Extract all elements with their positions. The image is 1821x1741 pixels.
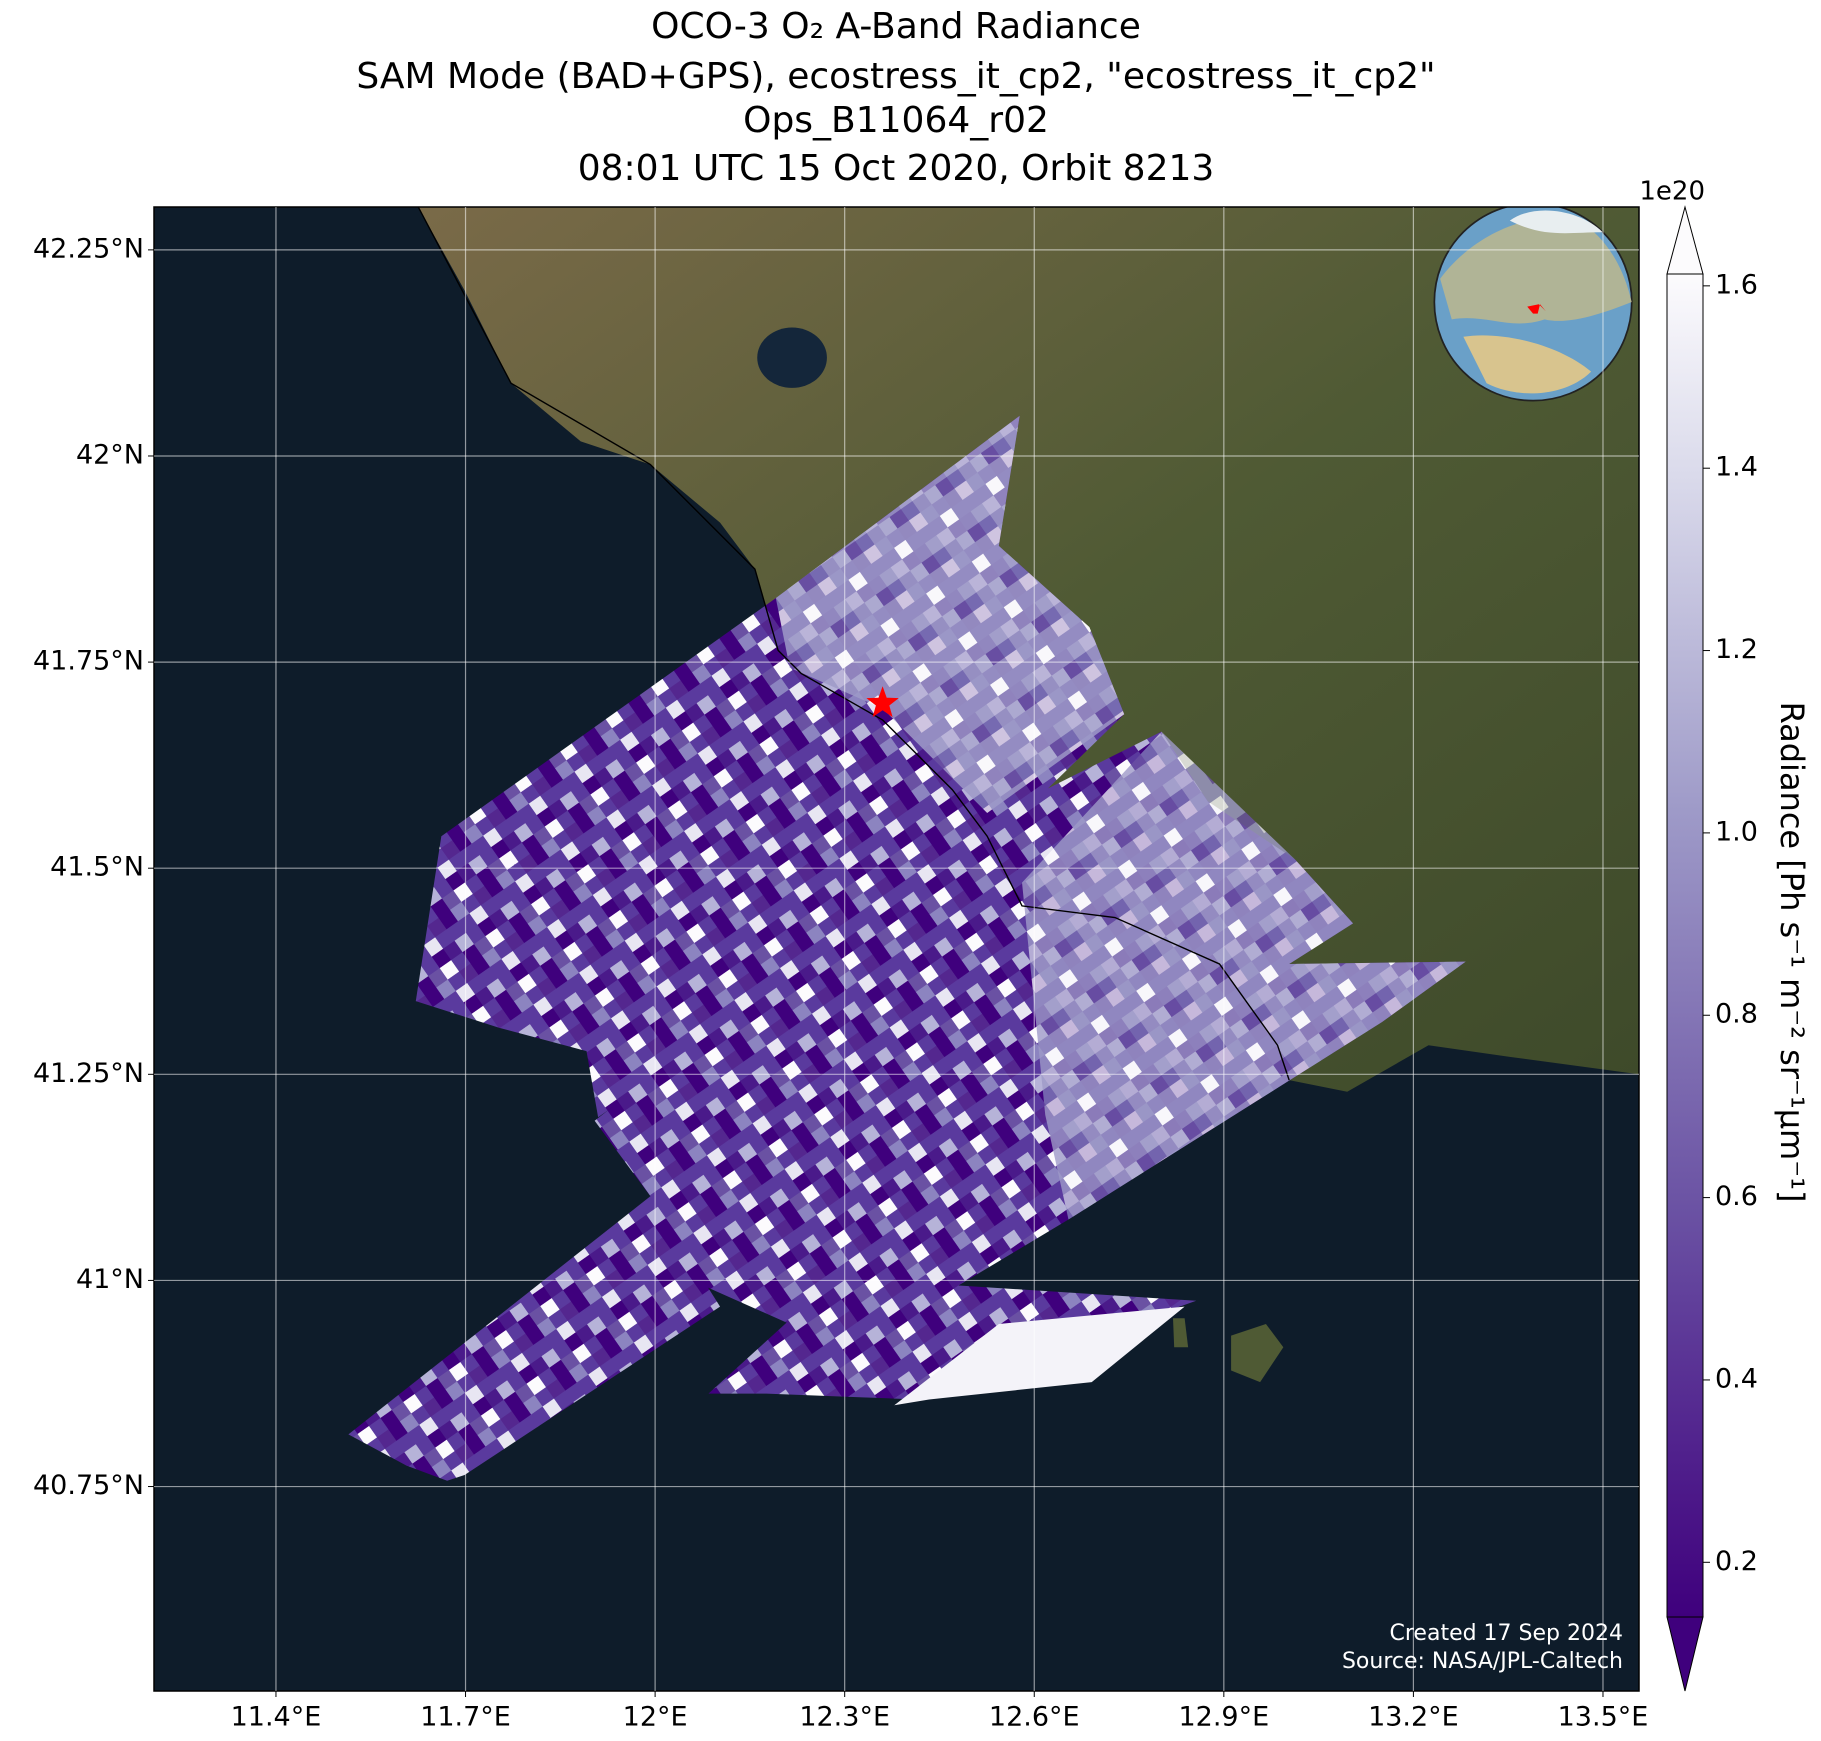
x-tick-label: 11.7°E — [420, 1702, 511, 1733]
map-area — [154, 207, 1639, 1691]
colorbar-offset: 1e20 — [1639, 177, 1705, 207]
swath — [894, 1306, 1185, 1406]
x-tick-label: 12.9°E — [1178, 1702, 1269, 1733]
chart-subtitle: Ops_B11064_r02 — [743, 100, 1049, 141]
colorbar-tick-label: 1.4 — [1715, 452, 1758, 483]
colorbar-tick-label: 1.2 — [1715, 634, 1758, 665]
x-tick-label: 13.2°E — [1368, 1702, 1459, 1733]
lake — [757, 327, 827, 388]
chart-subtitle: 08:01 UTC 15 Oct 2020, Orbit 8213 — [578, 148, 1215, 189]
colorbar-tick-label: 1.6 — [1715, 269, 1758, 300]
y-tick-label: 41.5°N — [50, 852, 144, 883]
x-tick-label: 12.6°E — [989, 1702, 1080, 1733]
x-tick-label: 12.3°E — [799, 1702, 890, 1733]
y-tick-label: 42.25°N — [33, 233, 144, 264]
swath — [775, 415, 1125, 813]
colorbar-tick-label: 0.4 — [1715, 1363, 1758, 1394]
y-tick-label: 41.25°N — [33, 1058, 144, 1089]
colorbar-label: Radiance [Ph s⁻¹ m⁻² sr⁻¹µm⁻¹] — [1773, 702, 1811, 1203]
swath — [348, 1196, 721, 1481]
colorbar-tick-label: 1.0 — [1715, 816, 1758, 847]
island — [1173, 1318, 1189, 1348]
chart-title: OCO-3 O₂ A-Band Radiance — [651, 6, 1141, 47]
coastline — [417, 207, 1290, 1081]
x-tick-label: 12°E — [623, 1702, 688, 1733]
y-tick-label: 40.75°N — [33, 1470, 144, 1501]
y-tick-label: 41°N — [76, 1264, 144, 1295]
grid — [154, 207, 1639, 1691]
colorbar — [1666, 273, 1704, 1618]
colorbar-extend-max — [1666, 205, 1704, 275]
annotation: Created 17 Sep 2024 — [1390, 1621, 1624, 1646]
colorbar-extend-min — [1666, 1616, 1704, 1692]
chart-subtitle: SAM Mode (BAD+GPS), ecostress_it_cp2, "e… — [356, 56, 1435, 97]
y-tick-label: 41.75°N — [33, 646, 144, 677]
globe-inset — [1433, 207, 1633, 402]
basemap — [154, 207, 1639, 1691]
y-tick-label: 42°N — [76, 439, 144, 470]
swath — [708, 1277, 1197, 1400]
target-marker — [866, 686, 899, 718]
colorbar-tick-label: 0.2 — [1715, 1546, 1758, 1577]
x-tick-label: 11.4°E — [231, 1702, 322, 1733]
colorbar-tick-label: 0.8 — [1715, 999, 1758, 1030]
swath — [1022, 731, 1466, 1220]
colorbar-tick-label: 0.6 — [1715, 1181, 1758, 1212]
x-tick-label: 13.5°E — [1558, 1702, 1649, 1733]
map-frame — [153, 206, 1640, 1692]
annotation: Source: NASA/JPL-Caltech — [1342, 1649, 1623, 1674]
island — [1231, 1323, 1284, 1383]
